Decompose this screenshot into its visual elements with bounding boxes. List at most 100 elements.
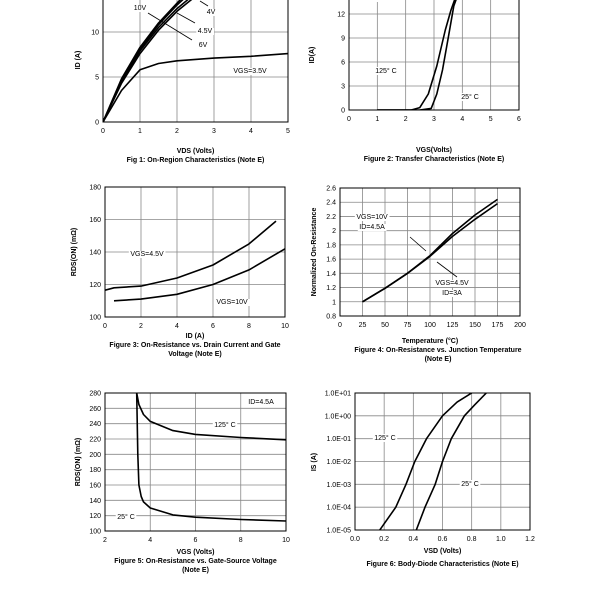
y-tick-label: 140 — [89, 498, 101, 505]
x-tick-label: 1.2 — [525, 536, 535, 543]
x-tick-label: 2 — [139, 323, 143, 330]
plot-frame — [348, 0, 520, 111]
figure-caption: Figure 3: On-Resistance vs. Drain Curren… — [109, 342, 280, 349]
y-tick-label: 100 — [89, 529, 101, 536]
annotation-label: 4V — [207, 9, 216, 16]
y-tick-label: 1.0E+01 — [325, 391, 351, 398]
annotation-label: VGS=4.5V — [130, 251, 164, 258]
y-tick-label: 1.2 — [326, 285, 336, 292]
annotation-bg — [372, 434, 398, 442]
y-tick-label: 10 — [91, 30, 99, 37]
figure-caption: (Note E) — [182, 567, 209, 574]
y-axis-label: RDS(ON) (mΩ) — [75, 438, 82, 486]
y-axis-label: ID(A) — [309, 47, 316, 64]
x-tick-label: 150 — [469, 322, 481, 329]
x-tick-label: 6 — [517, 116, 521, 123]
y-tick-label: 0 — [95, 120, 99, 127]
x-tick-label: 75 — [404, 322, 412, 329]
annotation-label: VGS=10V — [356, 214, 388, 221]
annotation-bg — [231, 68, 269, 75]
x-tick-label: 0.0 — [350, 536, 360, 543]
x-tick-label: 3 — [212, 128, 216, 135]
series-line — [113, 248, 285, 302]
x-tick-label: 1.0 — [496, 536, 506, 543]
annotation-bg — [373, 67, 399, 75]
annotation-label: 4.5V — [198, 28, 213, 35]
y-tick-label: 200 — [89, 452, 101, 459]
figure-caption: Fig 1: On-Region Characteristics (Note E… — [127, 157, 265, 164]
chart-3: 0 2 4 6 8 10 100 120 140 160 180 VGS=4.5V VGS=10V ID … — [71, 185, 289, 359]
plot-frame — [339, 187, 521, 317]
y-tick-label: 1.0E-03 — [326, 482, 351, 489]
plot-frame — [104, 186, 286, 318]
x-tick-label: 125 — [447, 322, 459, 329]
annotation-bg — [212, 421, 238, 429]
series-line — [135, 393, 286, 441]
figure-caption: (Note E) — [425, 356, 452, 363]
plot-frame — [104, 392, 287, 532]
annotation-arrow — [147, 12, 193, 41]
x-tick-label: 175 — [492, 322, 504, 329]
series-line — [377, 0, 457, 110]
y-tick-label: 260 — [89, 406, 101, 413]
annotation-bg — [459, 93, 481, 101]
annotation-label: VDS=5V — [352, 0, 379, 2]
annotation-label: 6V — [199, 42, 208, 49]
y-tick-label: 180 — [89, 467, 101, 474]
x-tick-label: 0.2 — [379, 536, 389, 543]
annotation-bg — [196, 28, 215, 35]
figure-caption: Figure 2: Transfer Characteristics (Note… — [364, 156, 504, 163]
x-tick-label: 0 — [338, 322, 342, 329]
y-tick-label: 1.0E-01 — [326, 436, 351, 443]
y-tick-label: 280 — [89, 391, 101, 398]
x-tick-label: 3 — [432, 116, 436, 123]
annotation-label: 25° C — [117, 513, 135, 521]
x-tick-label: 2 — [404, 116, 408, 123]
annotation-label: 25° C — [461, 93, 479, 101]
series-line — [379, 393, 473, 530]
x-tick-label: 0.4 — [408, 536, 418, 543]
annotation-bg — [128, 251, 166, 258]
y-tick-label: 180 — [89, 185, 101, 192]
y-tick-label: 0.8 — [326, 314, 336, 321]
x-tick-label: 6 — [194, 537, 198, 544]
y-tick-label: 160 — [89, 483, 101, 490]
y-tick-label: 12 — [337, 12, 345, 19]
x-tick-label: 4 — [148, 537, 152, 544]
plot-frame — [354, 392, 531, 531]
annotation-bg — [354, 214, 390, 221]
x-axis-label: VSD (Volts) — [424, 548, 462, 555]
annotation-arrow — [199, 0, 209, 7]
series-line — [362, 202, 498, 303]
annotation-bg — [440, 290, 464, 297]
x-tick-label: 2 — [175, 128, 179, 135]
x-tick-label: 200 — [514, 322, 526, 329]
y-tick-label: 6 — [341, 60, 345, 67]
annotation-label: ID=4.5A — [248, 399, 274, 406]
annotation-arrow — [409, 236, 427, 252]
y-tick-label: 120 — [89, 282, 101, 289]
x-tick-label: 8 — [239, 537, 243, 544]
y-axis-label: ID (A) — [75, 51, 82, 70]
x-tick-label: 10 — [282, 537, 290, 544]
y-tick-label: 100 — [89, 315, 101, 322]
annotation-bg — [459, 480, 481, 488]
annotation-label: ID=3A — [442, 290, 462, 297]
series-line — [103, 0, 193, 122]
annotation-arrow — [436, 261, 458, 278]
chart-5: 2 4 6 8 10 100 120 140 160 180 200 220 240 260 280 ID=4… — [75, 391, 290, 575]
annotation-bg — [132, 5, 149, 12]
x-axis-label: VGS(Volts) — [416, 147, 452, 154]
annotation-label: 10V — [134, 5, 147, 12]
x-tick-label: 4 — [460, 116, 464, 123]
annotation-label: 25° C — [461, 480, 479, 488]
annotation-label: VGS=3.5V — [233, 68, 267, 75]
x-tick-label: 0 — [103, 323, 107, 330]
series-line — [135, 393, 286, 522]
x-axis-label: VGS (Volts) — [177, 549, 215, 556]
x-axis-label: ID (A) — [186, 333, 205, 340]
chart-4: 0 25 50 75 100 125 150 175 200 0.8 1 1.2 1.4 1.6 1.8 2 2… — [311, 186, 526, 364]
x-tick-label: 2 — [103, 537, 107, 544]
